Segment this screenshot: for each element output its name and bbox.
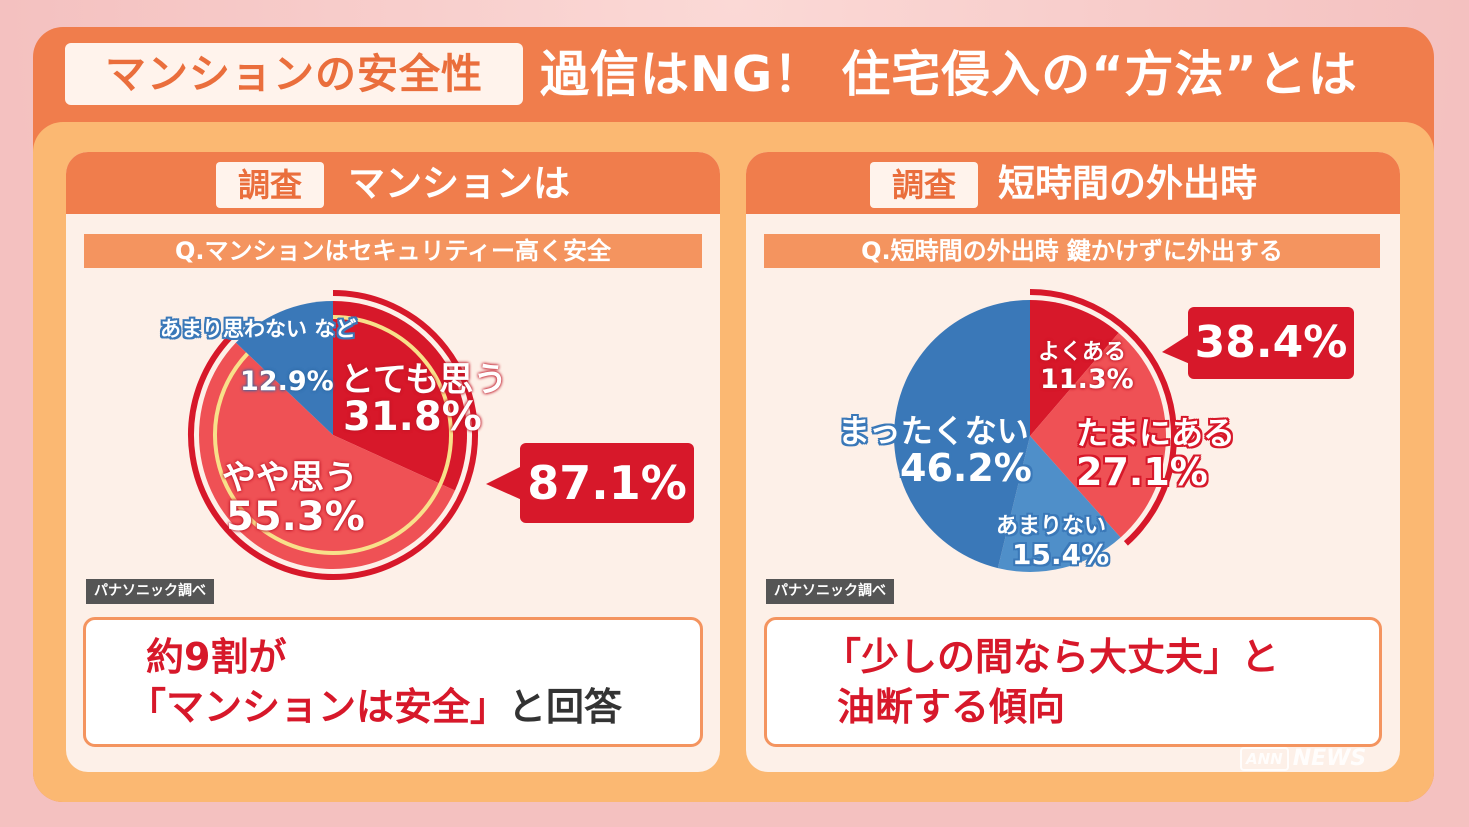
header-badge: マンションの安全性 — [65, 43, 523, 105]
highlight-arc-outer — [188, 290, 478, 580]
slice-label-mattakunai: まったくない — [838, 412, 1029, 450]
right-summary-line2: 油断する傾向 — [837, 685, 1066, 729]
slice-label-amarinai: あまりない — [996, 514, 1107, 539]
right-callout-pointer — [1162, 334, 1190, 364]
left-summary-line2-red: 「マンションは安全」 — [128, 685, 509, 729]
ann-news-watermark: ANN NEWS — [1240, 744, 1366, 774]
left-callout-total: 87.1% — [520, 443, 694, 523]
left-summary-line2: 「マンションは安全」と回答 — [128, 682, 622, 732]
slice-value-amari-omowanai: 12.9% — [240, 366, 334, 397]
right-source-badge: パナソニック調べ — [766, 579, 894, 604]
right-summary-line1: 「少しの間なら大丈夫」と — [823, 635, 1280, 679]
watermark-box: ANN — [1240, 747, 1289, 771]
watermark-text: NEWS — [1292, 746, 1367, 771]
slice-value-yokuaru: 11.3% — [1040, 364, 1134, 395]
left-pie-chart — [188, 290, 522, 580]
left-summary-box: 約9割が 「マンションは安全」と回答 — [83, 617, 703, 747]
slice-value-yaya: 55.3% — [226, 494, 365, 540]
pie-slice-1 — [198, 342, 455, 570]
pie-slice-1 — [1030, 332, 1167, 538]
right-callout-total: 38.4% — [1188, 307, 1354, 379]
slice-label-tamaniaru: たまにある — [1076, 414, 1236, 452]
slice-label-yokuaru: よくある — [1038, 340, 1127, 365]
left-callout-pointer — [486, 466, 522, 500]
left-heading: マンションは — [348, 162, 570, 205]
right-question: Q.短時間の外出時 鍵かけずに外出する — [764, 234, 1380, 268]
left-survey-tag: 調査 — [216, 162, 324, 208]
right-summary-box: 「少しの間なら大丈夫」と 油断する傾向 — [764, 617, 1382, 747]
left-summary-line1: 約9割が — [146, 635, 287, 679]
slice-value-tamaniaru: 27.1% — [1076, 450, 1208, 494]
highlight-arc-outer — [1029, 289, 1177, 546]
slice-label-amari-omowanai: あまり思わない など — [160, 317, 357, 341]
left-question: Q.マンションはセキュリティー高く安全 — [84, 234, 702, 268]
left-summary-line2-dark: と回答 — [508, 685, 623, 729]
header-title: 過信はNG！ 住宅侵入の“方法”とは — [540, 46, 1358, 103]
highlight-arc-inner — [213, 315, 453, 555]
pie-slice-3 — [894, 300, 1030, 569]
left-card-header: 調査 マンションは — [66, 152, 720, 214]
right-heading: 短時間の外出時 — [998, 162, 1257, 205]
pie-slice-2 — [235, 301, 333, 435]
right-pie-chart — [894, 289, 1190, 572]
slice-value-totemo: 31.8% — [343, 394, 482, 440]
slice-value-amarinai: 15.4% — [1012, 538, 1110, 571]
left-source-badge: パナソニック調べ — [86, 579, 214, 604]
pie-slice-0 — [1030, 300, 1119, 436]
pie-slice-2 — [997, 436, 1121, 572]
right-survey-tag: 調査 — [870, 162, 978, 208]
slice-value-mattakunai: 46.2% — [900, 446, 1032, 490]
slice-label-totemo: とても思う — [340, 360, 508, 400]
slice-label-yaya: やや思う — [222, 458, 358, 498]
right-card-header: 調査 短時間の外出時 — [746, 152, 1400, 214]
pie-slice-0 — [333, 301, 467, 491]
